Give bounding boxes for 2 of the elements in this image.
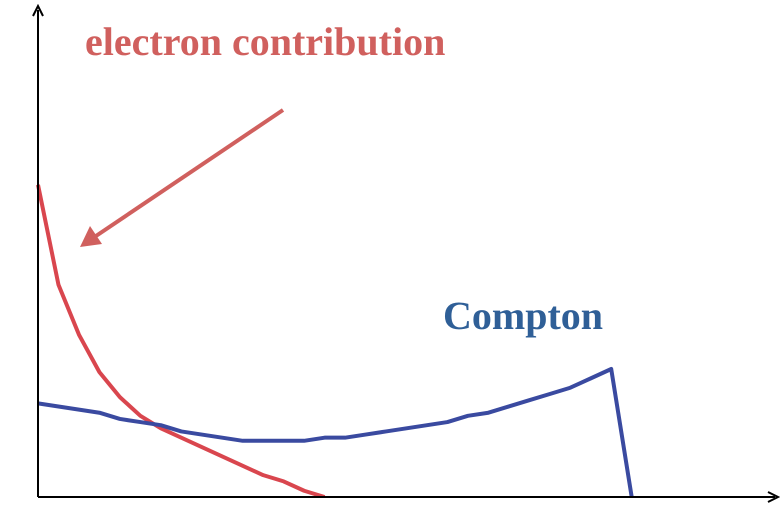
text: electron contribution: [85, 18, 446, 65]
series-label: Compton: [443, 292, 604, 339]
